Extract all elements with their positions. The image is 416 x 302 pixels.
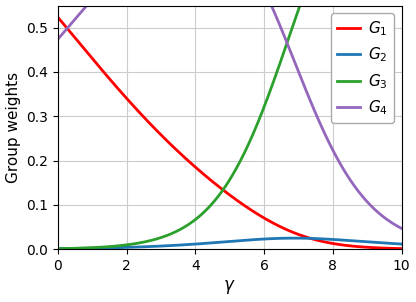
$G_1$ xyxy=(399,247,404,250)
$G_3$ xyxy=(219,191,224,194)
$G_2$ xyxy=(260,237,265,241)
X-axis label: $\gamma$: $\gamma$ xyxy=(223,278,236,297)
$G_4$ xyxy=(338,162,343,166)
$G_2$ xyxy=(241,239,246,242)
$G_1$ xyxy=(55,15,60,19)
$G_4$ xyxy=(55,37,60,41)
$G_4$ xyxy=(399,226,404,230)
$G_2$ xyxy=(391,242,396,246)
$G_3$ xyxy=(260,109,265,113)
$G_1$ xyxy=(260,215,265,219)
$G_2$ xyxy=(55,247,60,250)
Line: $G_4$: $G_4$ xyxy=(58,0,401,228)
$G_1$ xyxy=(391,247,396,250)
Line: $G_1$: $G_1$ xyxy=(58,17,401,249)
$G_1$ xyxy=(241,203,246,207)
$G_1$ xyxy=(219,187,224,190)
$G_2$ xyxy=(219,240,224,244)
$G_1$ xyxy=(337,243,342,246)
$G_1$ xyxy=(221,188,226,192)
$G_2$ xyxy=(338,238,343,242)
$G_2$ xyxy=(399,242,404,246)
Y-axis label: Group weights: Group weights xyxy=(5,72,20,183)
$G_2$ xyxy=(292,236,297,240)
$G_4$ xyxy=(391,222,396,226)
Legend: $G_1$, $G_2$, $G_3$, $G_4$: $G_1$, $G_2$, $G_3$, $G_4$ xyxy=(331,13,394,123)
$G_3$ xyxy=(241,152,246,156)
Line: $G_3$: $G_3$ xyxy=(58,0,401,249)
$G_3$ xyxy=(55,247,60,250)
Line: $G_2$: $G_2$ xyxy=(58,238,401,249)
$G_3$ xyxy=(221,188,226,191)
$G_2$ xyxy=(221,240,226,244)
